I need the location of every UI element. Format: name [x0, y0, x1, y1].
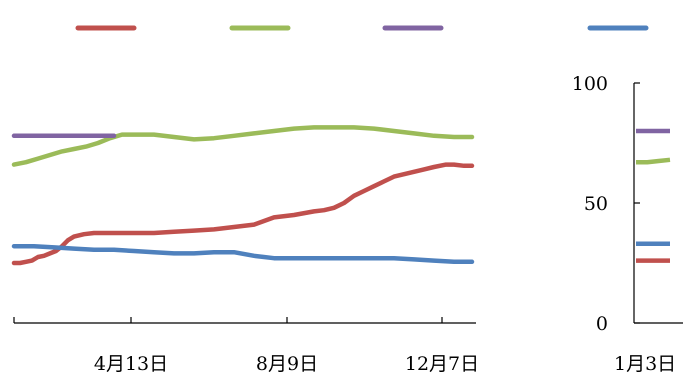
series-green-line-right [636, 157, 671, 165]
x-tick-label: 12月7日 [405, 353, 479, 375]
x-tick-label: 4月13日 [94, 353, 168, 375]
series-green-line [11, 125, 475, 167]
chart-panel-left: 4月13日 8月9日 12月7日 [11, 125, 479, 375]
x-tick-label: 1月3日 [614, 353, 676, 375]
y-tick-label: 0 [596, 313, 608, 335]
y-tick-label: 50 [584, 193, 608, 215]
y-tick-label: 100 [572, 73, 608, 95]
series-blue-line [11, 243, 475, 265]
x-tick-label: 8月9日 [256, 353, 318, 375]
chart-panel-right: 0 50 100 1月3日 [572, 73, 683, 375]
series-red-line [11, 162, 475, 266]
